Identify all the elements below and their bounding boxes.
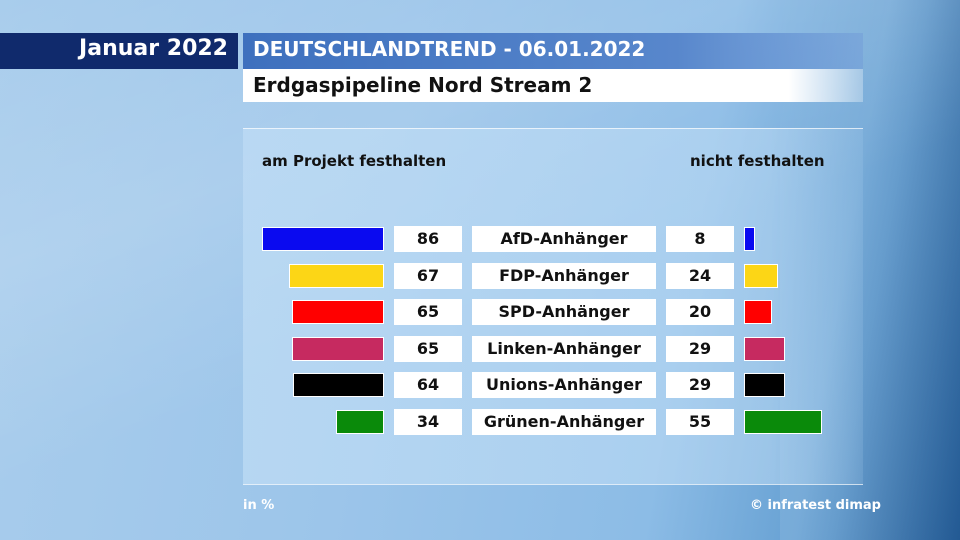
category-label: SPD-Anhänger bbox=[472, 299, 656, 325]
value-label-not-hold: 29 bbox=[666, 372, 734, 398]
value-label-not-hold: 29 bbox=[666, 336, 734, 362]
chart-subtitle: Erdgaspipeline Nord Stream 2 bbox=[253, 73, 593, 97]
panel-divider-top bbox=[243, 128, 863, 129]
value-label-hold: 67 bbox=[394, 263, 462, 289]
panel-divider-bottom bbox=[243, 484, 863, 485]
bar-hold bbox=[292, 337, 384, 361]
source-credit: © infratest dimap bbox=[750, 498, 881, 513]
bar-not-hold bbox=[744, 227, 755, 251]
bar-not-hold bbox=[744, 300, 772, 324]
series-label-not-hold: nicht festhalten bbox=[690, 152, 825, 170]
bar-not-hold bbox=[744, 337, 785, 361]
category-label: Grünen-Anhänger bbox=[472, 409, 656, 435]
category-label: Unions-Anhänger bbox=[472, 372, 656, 398]
value-label-hold: 65 bbox=[394, 299, 462, 325]
date-banner: Januar 2022 bbox=[0, 33, 238, 69]
value-label-not-hold: 20 bbox=[666, 299, 734, 325]
page-title: DEUTSCHLANDTREND - 06.01.2022 bbox=[253, 37, 646, 61]
title-banner: DEUTSCHLANDTREND - 06.01.2022 bbox=[243, 33, 863, 69]
subtitle-banner: Erdgaspipeline Nord Stream 2 bbox=[243, 69, 863, 102]
value-label-hold: 65 bbox=[394, 336, 462, 362]
value-label-hold: 34 bbox=[394, 409, 462, 435]
bar-not-hold bbox=[744, 373, 785, 397]
value-label-hold: 86 bbox=[394, 226, 462, 252]
date-label: Januar 2022 bbox=[79, 36, 228, 61]
bar-not-hold bbox=[744, 264, 778, 288]
bar-hold bbox=[262, 227, 384, 251]
bar-hold bbox=[336, 410, 384, 434]
bar-hold bbox=[293, 373, 384, 397]
bar-hold bbox=[292, 300, 384, 324]
unit-note: in % bbox=[243, 498, 275, 513]
series-label-hold: am Projekt festhalten bbox=[262, 152, 447, 170]
value-label-not-hold: 24 bbox=[666, 263, 734, 289]
category-label: AfD-Anhänger bbox=[472, 226, 656, 252]
category-label: Linken-Anhänger bbox=[472, 336, 656, 362]
category-label: FDP-Anhänger bbox=[472, 263, 656, 289]
value-label-not-hold: 55 bbox=[666, 409, 734, 435]
bar-hold bbox=[289, 264, 384, 288]
value-label-not-hold: 8 bbox=[666, 226, 734, 252]
bar-not-hold bbox=[744, 410, 822, 434]
value-label-hold: 64 bbox=[394, 372, 462, 398]
